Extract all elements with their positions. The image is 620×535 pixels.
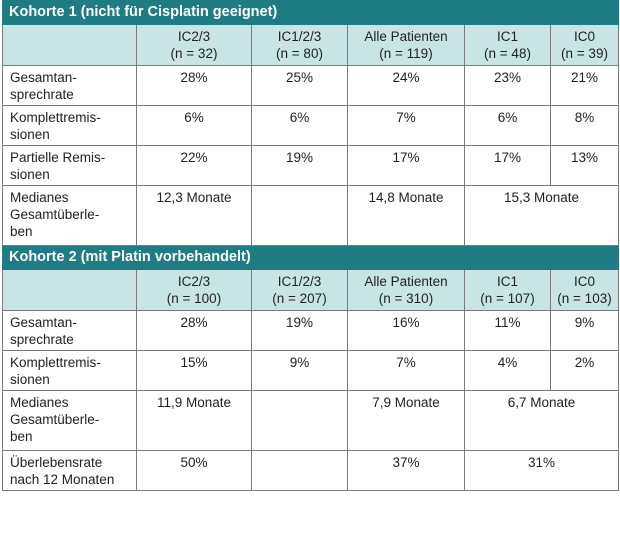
table-cell: 6% — [136, 105, 252, 146]
row-label: Komplettremis-sionen — [2, 105, 137, 146]
table-cell: 19% — [251, 310, 348, 351]
table-cell: 15% — [136, 350, 252, 391]
row-label: Medianes Gesamtüberle-ben — [2, 390, 137, 451]
row-label: Überlebensrate nach 12 Monaten — [2, 450, 137, 491]
table-cell: 13% — [549, 145, 620, 186]
col-header-ic23: IC2/3 (n = 100) — [136, 269, 252, 311]
table-cell: 14,8 Monate — [347, 185, 465, 246]
table-row: Medianes Gesamtüberle-ben 11,9 Monate 7,9… — [2, 390, 620, 451]
table-cell: 2% — [549, 350, 620, 391]
table-cell: 24% — [347, 65, 465, 106]
table-cell: 37% — [347, 450, 465, 491]
table-row: Gesamtan-sprechrate 28% 19% 16% 11% 9% — [2, 310, 620, 351]
cohort1-banner: Kohorte 1 (nicht für Cisplatin geeignet) — [1, 0, 620, 25]
table-row: Partielle Remis-sionen 22% 19% 17% 17% 1… — [2, 145, 620, 186]
table-cell — [251, 185, 348, 246]
col-header-ic123: IC1/2/3 (n = 80) — [251, 24, 348, 66]
row-label: Gesamtan-sprechrate — [2, 310, 137, 351]
table-cell: 19% — [251, 145, 348, 186]
col-header-all-patients: Alle Patienten (n = 119) — [347, 24, 465, 66]
table-cell-merged: 6,7 Monate — [463, 390, 620, 451]
table-cell: 17% — [347, 145, 465, 186]
table-row: Überlebensrate nach 12 Monaten 50% 37% 31… — [2, 450, 620, 491]
table-cell: 22% — [136, 145, 252, 186]
cohort2-header-row: IC2/3 (n = 100) IC1/2/3 (n = 207) Alle Pat… — [2, 269, 620, 311]
table-cell: 11% — [464, 310, 551, 351]
table-cell: 16% — [347, 310, 465, 351]
cohort2-banner: Kohorte 2 (mit Platin vorbehandelt) — [1, 245, 620, 270]
table-cell: 7% — [347, 105, 465, 146]
table-cell: 6% — [464, 105, 551, 146]
table-row: Gesamtan-sprechrate 28% 25% 24% 23% 21% — [2, 65, 620, 106]
row-label: Medianes Gesamtüberle-ben — [2, 185, 137, 246]
cohort2-title: Kohorte 2 (mit Platin vorbehandelt) — [1, 245, 620, 270]
table-cell: 23% — [464, 65, 551, 106]
table-cell — [251, 450, 348, 491]
table-cell: 25% — [251, 65, 348, 106]
table-cell-merged: 31% — [463, 450, 620, 491]
col-header-ic123: IC1/2/3 (n = 207) — [251, 269, 348, 311]
table-cell: 50% — [136, 450, 252, 491]
table-cell: 28% — [136, 65, 252, 106]
cohort1-header-row: IC2/3 (n = 32) IC1/2/3 (n = 80) Alle Patie… — [2, 24, 620, 66]
row-label: Partielle Remis-sionen — [2, 145, 137, 186]
results-table: Kohorte 1 (nicht für Cisplatin geeignet)… — [1, 0, 620, 491]
col-header-ic23: IC2/3 (n = 32) — [136, 24, 252, 66]
table-cell: 9% — [251, 350, 348, 391]
table-cell: 21% — [549, 65, 620, 106]
col-header-ic1: IC1 (n = 107) — [464, 269, 551, 311]
table-row: Komplettremis-sionen 15% 9% 7% 4% 2% — [2, 350, 620, 391]
table-cell: 7% — [347, 350, 465, 391]
table-cell: 4% — [464, 350, 551, 391]
table-cell: 6% — [251, 105, 348, 146]
table-cell: 9% — [549, 310, 620, 351]
col-header-ic0: IC0 (n = 39) — [549, 24, 620, 66]
table-cell-merged: 15,3 Monate — [463, 185, 620, 246]
col-header-ic0: IC0 (n = 103) — [549, 269, 620, 311]
col-header-ic1: IC1 (n = 48) — [464, 24, 551, 66]
table-cell: 7,9 Monate — [347, 390, 465, 451]
header-corner-cell — [2, 24, 137, 66]
table-cell — [251, 390, 348, 451]
table-cell: 8% — [549, 105, 620, 146]
table-row: Komplettremis-sionen 6% 6% 7% 6% 8% — [2, 105, 620, 146]
header-corner-cell — [2, 269, 137, 311]
cohort1-title: Kohorte 1 (nicht für Cisplatin geeignet) — [1, 0, 620, 25]
row-label: Gesamtan-sprechrate — [2, 65, 137, 106]
table-cell: 11,9 Monate — [136, 390, 252, 451]
col-header-all-patients: Alle Patienten (n = 310) — [347, 269, 465, 311]
table-row: Medianes Gesamtüberle-ben 12,3 Monate 14,… — [2, 185, 620, 246]
table-cell: 28% — [136, 310, 252, 351]
row-label: Komplettremis-sionen — [2, 350, 137, 391]
table-cell: 17% — [464, 145, 551, 186]
table-cell: 12,3 Monate — [136, 185, 252, 246]
